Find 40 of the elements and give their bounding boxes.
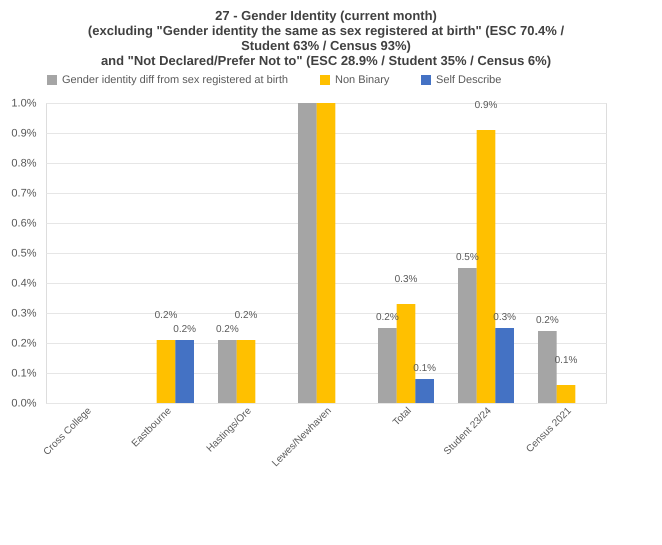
data-label: 0.2% [216,324,239,335]
bar [236,340,256,403]
text: 27 - Gender Identity (current month) [215,8,437,23]
legend-label: Gender identity diff from sex registered at birth [62,74,288,86]
bar [298,103,317,403]
bar [556,385,576,403]
bar [458,268,477,403]
data-label: 0.1% [554,355,578,366]
text: (excluding "Gender identity the same as sex registered at birth" (ESC 70.4% / [88,23,564,38]
y-tick-label: 0.1% [11,368,37,380]
y-tick-label: 0.4% [11,278,37,290]
bar [316,103,336,403]
y-tick-label: 0.2% [11,338,37,350]
bar [396,304,416,403]
y-tick-label: 0.8% [11,158,37,170]
y-tick-label: 0.3% [11,308,37,320]
y-tick-label: 0.9% [11,128,37,140]
bar [495,328,514,403]
bar [218,340,237,403]
data-label: 0.9% [474,100,498,111]
y-tick-label: 0.5% [11,248,37,260]
data-label: 0.2% [536,315,559,326]
bar [476,130,496,403]
bar [538,331,557,403]
y-tick-label: 0.6% [11,218,37,230]
legend-label: Non Binary [335,74,390,86]
text: and "Not Declared/Prefer Not to" (ESC 28.9% / Student 35% / Census 6%) [100,53,552,68]
data-label: 0.2% [154,310,178,321]
data-label: 0.2% [173,324,196,335]
legend-label: Self Describe [436,74,502,86]
y-tick-label: 1.0% [11,98,37,110]
bar [378,328,397,403]
data-label: 0.2% [234,310,258,321]
text: Student 63% / Census 93%) [241,38,411,53]
bar [156,340,176,403]
data-label: 0.3% [394,274,418,285]
bar [175,340,194,403]
bar [415,379,434,403]
y-tick-label: 0.7% [11,188,37,200]
y-tick-label: 0.0% [11,398,37,410]
